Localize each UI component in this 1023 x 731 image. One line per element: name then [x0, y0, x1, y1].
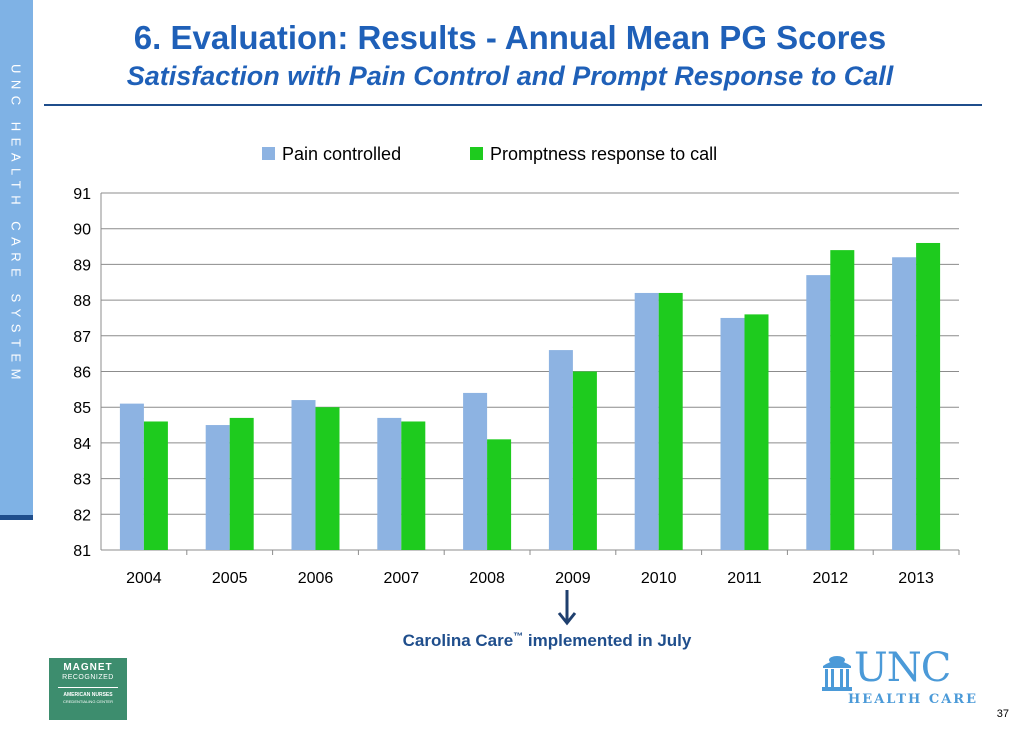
x-tick-label: 2005 — [212, 570, 248, 587]
bar-pain-controlled — [377, 417, 402, 550]
y-tick-label: 90 — [73, 222, 91, 239]
bar-promptness — [143, 421, 168, 550]
side-band-text: UNC HEALTH CARE SYSTEM — [8, 64, 24, 386]
bar-chart: 81 82 83 84 85 86 87 88 89 90 91 2004 2005 2006 2007 20… — [73, 144, 960, 587]
unc-subtitle: HEALTH CARE — [848, 692, 978, 707]
bar-promptness — [229, 417, 254, 550]
y-tick-label: 87 — [73, 329, 91, 346]
x-tick-label: 2006 — [298, 570, 334, 587]
magnet-line4: CREDENTIALING CENTER — [62, 699, 113, 704]
legend-label: Pain controlled — [282, 144, 401, 164]
side-band — [0, 0, 33, 518]
y-tick-label: 91 — [73, 186, 91, 203]
bar-pain-controlled — [892, 257, 917, 550]
legend-swatch — [470, 147, 483, 160]
magnet-line3: AMERICAN NURSES — [63, 692, 113, 698]
page-number: 37 — [996, 708, 1009, 720]
bar-pain-controlled — [463, 392, 488, 550]
annotation-program: Carolina Care — [402, 631, 514, 650]
x-tick-label: 2010 — [641, 570, 677, 587]
x-tick-label: 2009 — [555, 570, 591, 587]
slide-title: 6. Evaluation: Results - Annual Mean PG … — [133, 19, 887, 56]
slide-subtitle: Satisfaction with Pain Control and Promp… — [126, 61, 894, 91]
y-tick-label: 86 — [73, 365, 91, 382]
legend-label: Promptness response to call — [490, 144, 717, 164]
unc-health-care-logo: UNC HEALTH CARE — [818, 646, 978, 712]
magnet-line2: RECOGNIZED — [62, 674, 114, 681]
bar-promptness — [830, 250, 855, 550]
old-well-icon — [822, 656, 852, 691]
y-tick-label: 88 — [73, 293, 91, 310]
bar-pain-controlled — [205, 425, 230, 550]
legend-swatch — [262, 147, 275, 160]
bar-promptness — [744, 314, 769, 550]
y-tick-label: 83 — [73, 472, 91, 489]
x-tick-label: 2007 — [384, 570, 420, 587]
unc-wordmark: UNC — [854, 645, 951, 691]
x-tick-label: 2008 — [469, 570, 505, 587]
bar-promptness — [487, 439, 512, 550]
y-tick-label: 89 — [73, 257, 91, 274]
annotation-detail: implemented in July — [523, 631, 692, 650]
y-tick-label: 82 — [73, 507, 91, 524]
bar-promptness — [401, 421, 426, 550]
title-divider — [44, 104, 982, 106]
bar-pain-controlled — [806, 275, 831, 550]
side-band-accent — [0, 515, 33, 520]
bar-pain-controlled — [119, 403, 144, 550]
arrow-down-icon — [557, 590, 577, 626]
x-tick-label: 2013 — [898, 570, 934, 587]
bar-pain-controlled — [720, 317, 745, 550]
bar-pain-controlled — [548, 350, 573, 550]
bar-pain-controlled — [291, 400, 316, 550]
bar-promptness — [572, 371, 597, 550]
trademark-mark: ™ — [513, 631, 524, 643]
bar-pain-controlled — [634, 292, 659, 550]
bar-promptness — [916, 242, 941, 550]
x-tick-label: 2012 — [813, 570, 849, 587]
y-tick-label: 85 — [73, 400, 91, 417]
implementation-note: Carolina Care™ implemented in July — [300, 631, 794, 651]
x-tick-label: 2011 — [727, 570, 762, 587]
y-tick-label: 84 — [73, 436, 91, 453]
magnet-recognized-logo: MAGNET RECOGNIZED AMERICAN NURSES CREDEN… — [47, 656, 129, 722]
x-tick-label: 2004 — [126, 570, 162, 587]
bar-promptness — [658, 292, 683, 550]
magnet-line1: MAGNET — [63, 662, 113, 673]
bar-promptness — [315, 407, 340, 550]
y-tick-label: 81 — [73, 543, 91, 560]
magnet-divider — [58, 687, 118, 688]
